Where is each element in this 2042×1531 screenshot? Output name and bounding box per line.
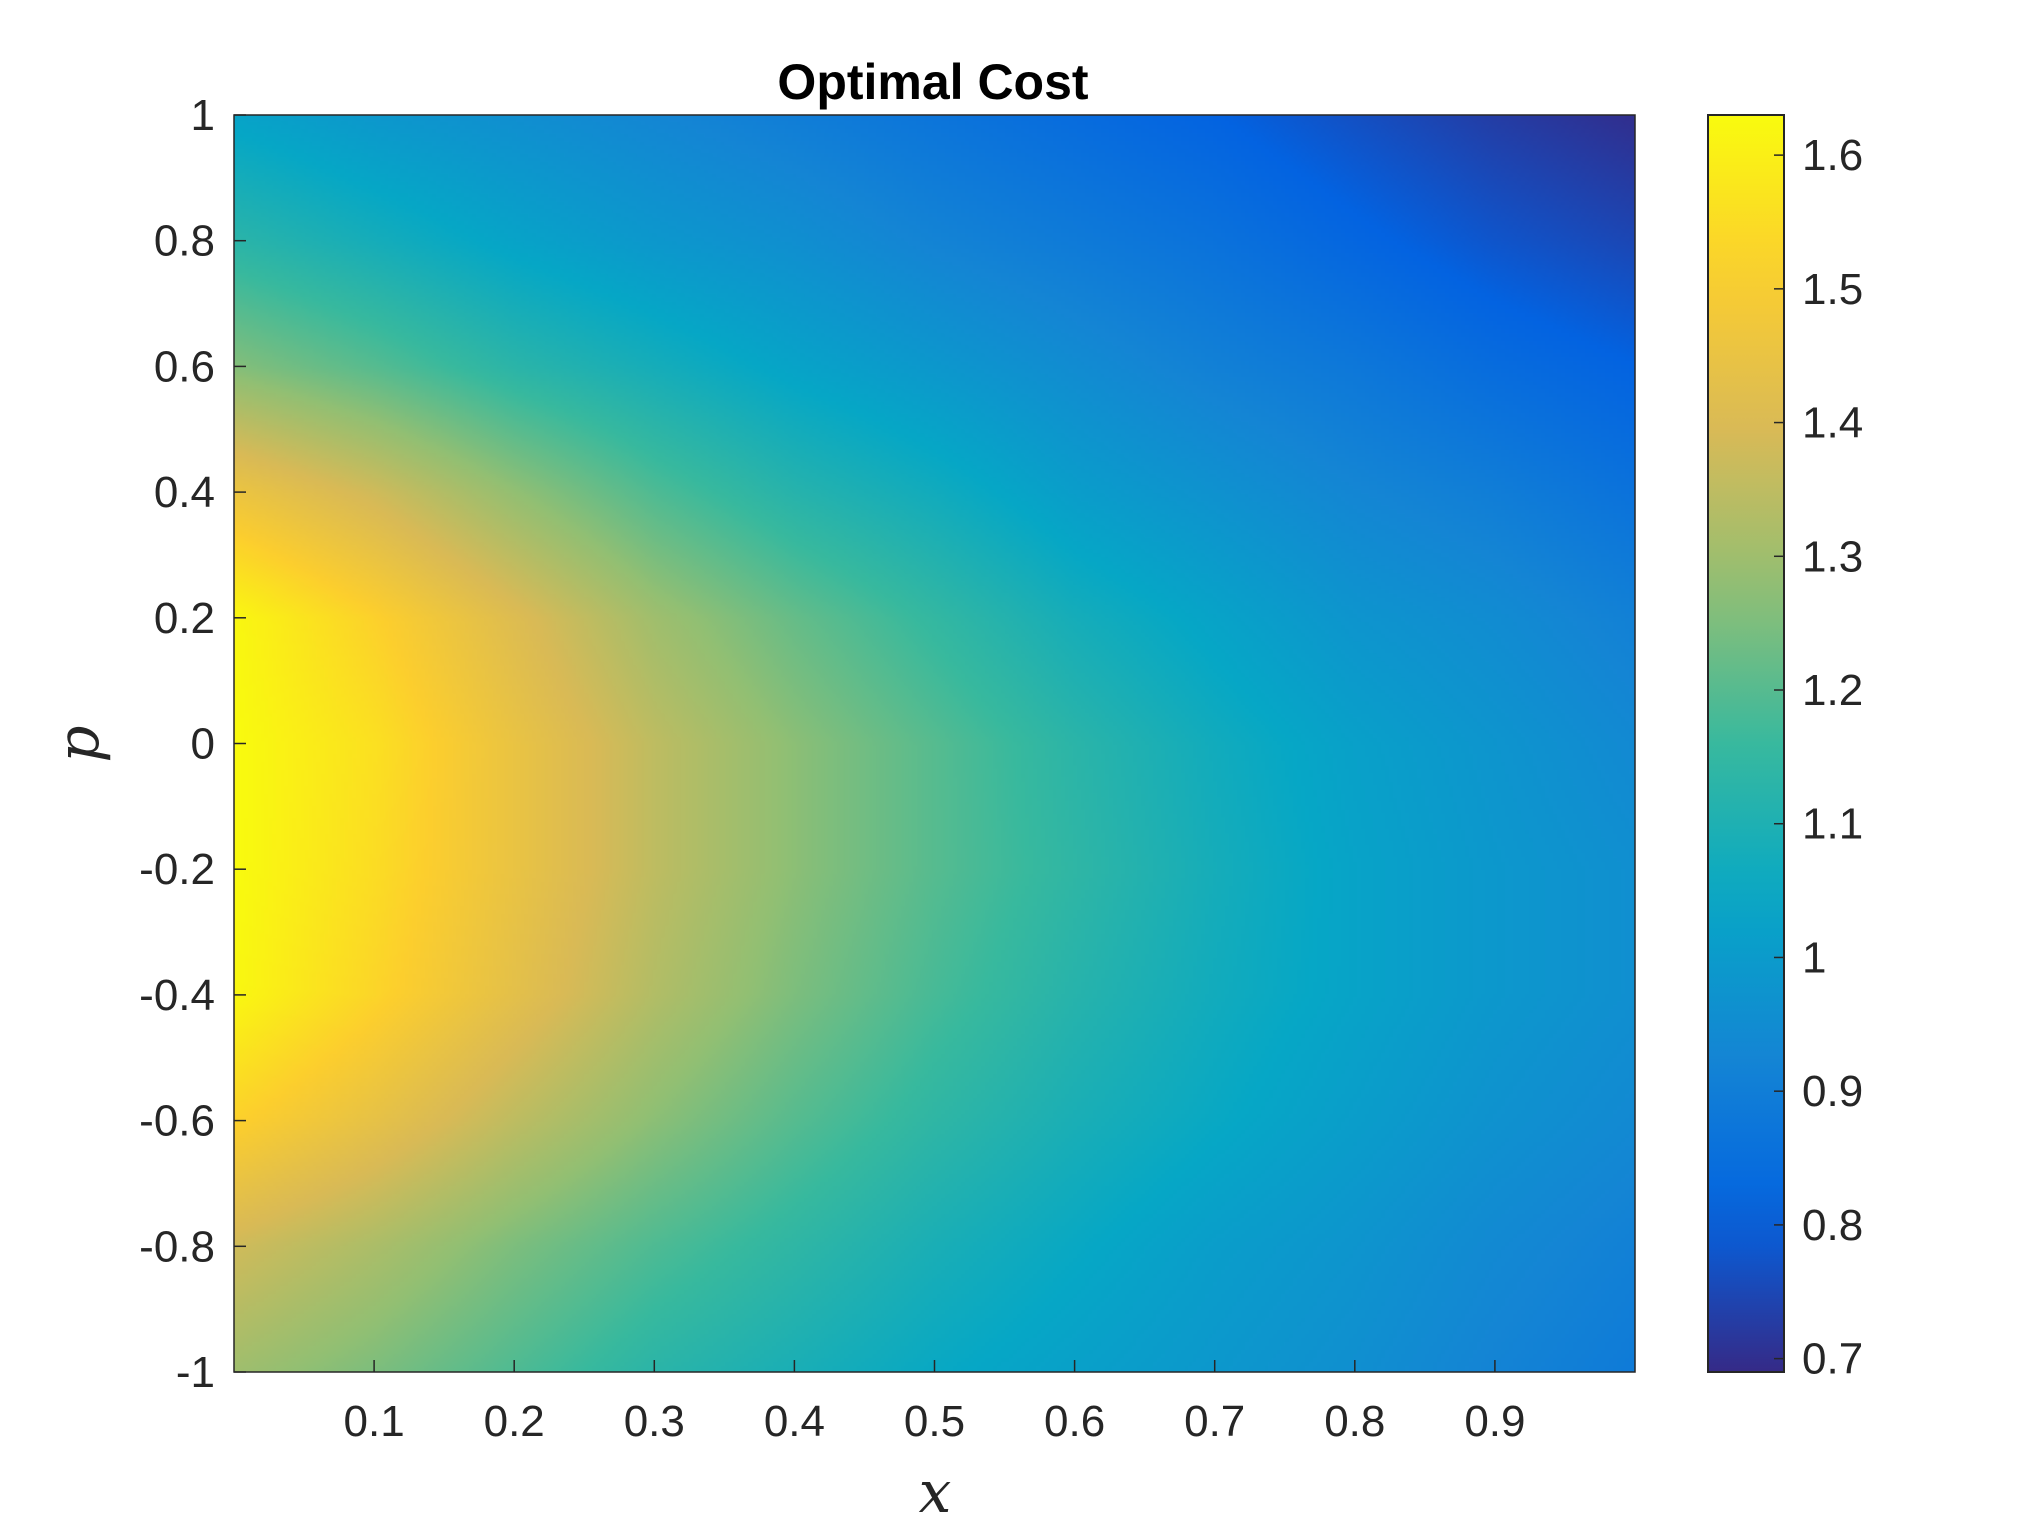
y-tick-label: 0 bbox=[191, 720, 215, 769]
colorbar-tick-label: 0.9 bbox=[1802, 1067, 1863, 1116]
colorbar-tick-label: 1.5 bbox=[1802, 265, 1863, 314]
y-axis-label: p bbox=[44, 725, 112, 762]
y-tick-label: -0.6 bbox=[139, 1097, 215, 1146]
y-tick-label: 0.8 bbox=[154, 217, 215, 266]
colorbar-tick-label: 1.4 bbox=[1802, 399, 1863, 448]
colorbar-tick-label: 0.8 bbox=[1802, 1201, 1863, 1250]
colorbar bbox=[1707, 114, 1785, 1373]
y-axis-ticks: 1 0.8 0.6 0.4 0.2 0 -0.2 -0.4 -0.6 -0.8 -1 bbox=[139, 91, 246, 1397]
colorbar-tick-label: 0.7 bbox=[1802, 1335, 1863, 1384]
x-tick-label: 0.7 bbox=[1184, 1397, 1245, 1446]
y-tick-label: -1 bbox=[176, 1348, 215, 1397]
x-tick-label: 0.8 bbox=[1324, 1397, 1385, 1446]
x-tick-label: 0.1 bbox=[344, 1397, 405, 1446]
x-tick-label: 0.2 bbox=[484, 1397, 545, 1446]
y-tick-label: 1 bbox=[191, 91, 215, 140]
x-axis-ticks: 0.1 0.2 0.3 0.4 0.5 0.6 0.7 0.8 0.9 bbox=[344, 1360, 1525, 1446]
x-axis-label: x bbox=[919, 1458, 952, 1526]
x-tick-label: 0.4 bbox=[764, 1397, 825, 1446]
y-tick-label: 0.4 bbox=[154, 468, 215, 517]
y-tick-label: -0.8 bbox=[139, 1222, 215, 1271]
colorbar-tick-label: 1.6 bbox=[1802, 131, 1863, 180]
colorbar-ticks: 1.6 1.5 1.4 1.3 1.2 1.1 1 0.9 0.8 0.7 bbox=[1774, 131, 1863, 1384]
y-tick-label: 0.6 bbox=[154, 342, 215, 391]
x-tick-label: 0.9 bbox=[1464, 1397, 1525, 1446]
heatmap-surface bbox=[234, 115, 1635, 1372]
colorbar-tick-label: 1.1 bbox=[1802, 800, 1863, 849]
x-tick-label: 0.6 bbox=[1044, 1397, 1105, 1446]
x-tick-label: 0.5 bbox=[904, 1397, 965, 1446]
colorbar-tick-label: 1.2 bbox=[1802, 666, 1863, 715]
y-tick-label: -0.2 bbox=[139, 845, 215, 894]
colorbar-tick-label: 1 bbox=[1802, 933, 1826, 982]
y-tick-label: 0.2 bbox=[154, 594, 215, 643]
y-tick-label: -0.4 bbox=[139, 971, 215, 1020]
x-tick-label: 0.3 bbox=[624, 1397, 685, 1446]
chart-title: Optimal Cost bbox=[777, 54, 1088, 110]
colorbar-tick-label: 1.3 bbox=[1802, 532, 1863, 581]
